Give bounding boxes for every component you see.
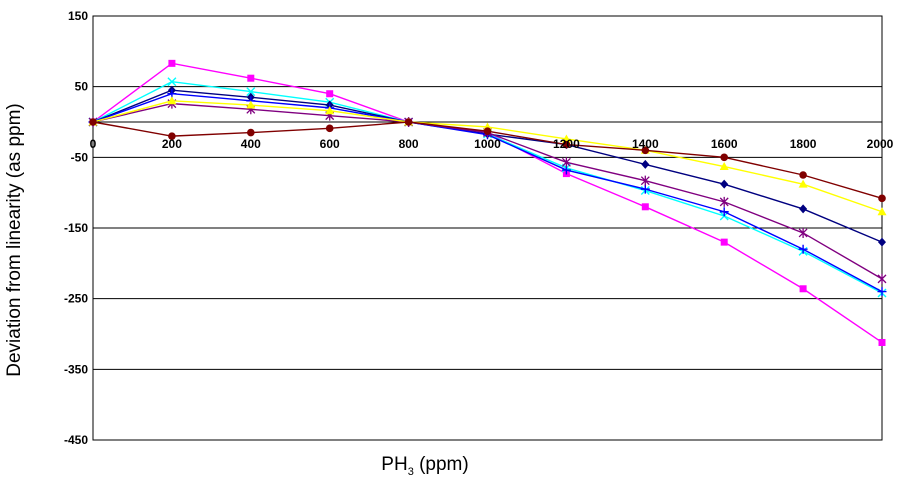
data-point: [878, 338, 886, 346]
plot-area-border: [92, 15, 883, 441]
data-point: [878, 237, 886, 247]
series-line: [92, 62, 883, 344]
gridlines: [93, 86, 882, 370]
data-point: [168, 59, 176, 67]
x-tick-labels: 0 200 400 600 800 1000 1200 1400 1600 1800 2000: [90, 137, 894, 151]
series-7: [89, 118, 886, 203]
y-tick-label: -50: [71, 150, 89, 164]
data-point: [89, 118, 97, 126]
series-layer: [88, 59, 887, 346]
data-point: [326, 90, 334, 98]
data-point: [167, 96, 177, 105]
data-point: [877, 273, 887, 284]
data-point: [720, 153, 728, 162]
x-tick-label: 1800: [790, 137, 817, 151]
data-point: [877, 287, 887, 297]
data-point: [246, 100, 256, 109]
y-tick-labels: 150 50 -50 -150 -250 -350 -450: [64, 9, 88, 447]
x-tick-label: 1000: [474, 137, 501, 151]
data-point: [167, 77, 177, 87]
series-4: [88, 89, 887, 297]
data-point: [640, 184, 650, 194]
data-point: [799, 204, 808, 214]
y-tick-label: 50: [75, 80, 89, 94]
data-point: [325, 106, 335, 115]
data-point: [878, 194, 886, 203]
data-point: [561, 134, 571, 143]
series-2: [88, 77, 887, 298]
series-line: [92, 100, 883, 213]
data-point: [719, 162, 729, 171]
data-point: [641, 203, 649, 211]
data-point: [168, 132, 176, 140]
data-point: [561, 157, 571, 168]
x-tick-label: 400: [241, 137, 261, 151]
data-point: [799, 285, 807, 293]
x-tick-label: 800: [399, 137, 419, 151]
x-tick-label: 0: [90, 137, 97, 151]
y-tick-label: -350: [64, 362, 88, 376]
y-axis-title: Deviation from linearity (as ppm): [4, 103, 25, 376]
data-point: [641, 146, 650, 155]
y-tick-label: -150: [64, 221, 88, 235]
data-point: [640, 175, 650, 186]
data-point: [719, 196, 729, 207]
x-tick-label: 2000: [867, 137, 894, 151]
data-point: [877, 207, 887, 216]
x-tick-label: 1600: [711, 137, 738, 151]
data-point: [720, 238, 728, 246]
data-point: [562, 140, 571, 149]
x-tick-label: 1400: [632, 137, 659, 151]
data-point: [247, 128, 255, 137]
data-point: [798, 244, 808, 254]
data-point: [798, 179, 808, 188]
series-line: [92, 80, 883, 294]
data-point: [720, 179, 729, 189]
data-point: [641, 159, 650, 169]
data-point: [404, 118, 413, 126]
data-point: [799, 171, 807, 179]
data-point: [798, 227, 808, 238]
y-tick-label: -450: [64, 433, 88, 447]
x-tick-label: 1200: [553, 137, 580, 151]
data-point: [719, 207, 729, 217]
y-tick-label: -250: [64, 292, 88, 306]
x-axis-title: PH3 (ppm): [381, 454, 468, 478]
data-point: [483, 127, 492, 135]
data-point: [246, 87, 256, 97]
y-tick-label: 150: [68, 9, 88, 23]
x-tick-label: 200: [162, 137, 182, 151]
data-point: [247, 74, 255, 82]
data-point: [325, 124, 334, 133]
x-tick-label: 600: [320, 137, 340, 151]
